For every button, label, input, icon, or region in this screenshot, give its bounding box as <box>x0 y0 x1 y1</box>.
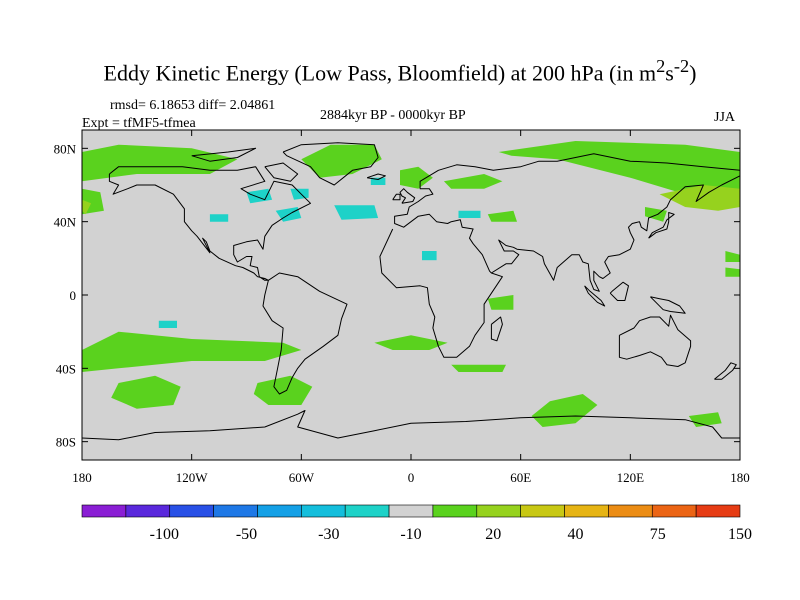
colorbar-box <box>388 504 434 518</box>
anomaly-region-europe-green <box>400 166 433 189</box>
coastline-sumatra <box>584 285 606 307</box>
experiment-label: Expt = tfMF5-tfmea <box>82 116 196 131</box>
colorbar-label: -10 <box>400 526 421 543</box>
y-tick-label: 80N <box>54 141 77 156</box>
coastline-arctic-islands <box>191 147 257 162</box>
x-tick-label: 120E <box>617 470 645 485</box>
x-tick-label: 180 <box>72 470 92 485</box>
colorbar-label: -30 <box>318 526 339 543</box>
coastline-new-guinea <box>650 296 686 314</box>
colorbar-box <box>476 504 521 518</box>
y-tick-label: 0 <box>70 288 77 303</box>
anomaly-region-atlantic-teal <box>334 205 379 220</box>
coastline-ireland <box>392 193 401 201</box>
coastline-south-america <box>262 272 348 395</box>
anomaly-region-arctic-eurasia-band <box>498 141 740 200</box>
x-tick-label: 60E <box>510 470 531 485</box>
coastline-baffin <box>264 162 299 182</box>
anomaly-region-patagonia-green <box>253 375 313 405</box>
anomaly-region-pacific-east-green-2 <box>725 267 740 277</box>
coastline-great-britain <box>399 188 416 204</box>
colorbar-box <box>520 504 565 518</box>
period-label: 2884kyr BP - 0000kyr BP <box>320 108 466 123</box>
coastline-greenland <box>282 142 379 186</box>
colorbar-box <box>695 504 741 518</box>
anomaly-region-greenland-green <box>301 144 382 178</box>
colorbar-box <box>125 504 171 518</box>
coastline-asia-east <box>491 175 740 292</box>
anomaly-region-pacific-east-green <box>725 251 740 262</box>
colorbar-box <box>169 504 214 518</box>
coastline-new-zealand <box>714 362 737 380</box>
colorbar-label: 75 <box>650 526 666 543</box>
coastline-australia <box>618 314 692 367</box>
axis-ticks: 180 120W 60W 0 60E 120E 180 80N 40N 0 40S 80S <box>54 130 750 485</box>
colorbar-box <box>564 504 609 518</box>
anomaly-region-north-pacific-band <box>82 144 238 182</box>
colorbar-box <box>608 504 653 518</box>
colorbar-label: 40 <box>568 526 584 543</box>
y-tick-label: 80S <box>56 435 76 450</box>
coastline-japan <box>648 212 675 239</box>
coastline-iceland <box>366 173 386 180</box>
coastlines <box>82 142 740 441</box>
anomaly-region-south-atlantic-green <box>374 335 448 350</box>
colorbar-box <box>301 504 346 518</box>
x-tick-label: 0 <box>408 470 415 485</box>
stats-label: rmsd= 6.18653 diff= 2.04861 <box>110 98 276 113</box>
colorbar-label: 150 <box>728 526 752 543</box>
chart-title: Eddy Kinetic Energy (Low Pass, Bloomfiel… <box>103 56 697 86</box>
colorbar-box <box>432 504 478 518</box>
anomaly-region-north-pacific-yellow <box>82 199 92 215</box>
anomaly-region-iceland-teal <box>370 177 386 185</box>
anomaly-region-us-teal <box>209 214 229 222</box>
y-tick-label: 40N <box>54 215 77 230</box>
anomaly-region-central-asia-green <box>487 210 517 222</box>
anomaly-region-scandinavia-green <box>443 174 503 189</box>
colorbar-box <box>651 504 697 518</box>
coastline-north-america <box>108 166 311 281</box>
colorbar-box <box>213 504 258 518</box>
colorbar-label: -50 <box>236 526 257 543</box>
colorbar-label: 20 <box>485 526 501 543</box>
anomaly-region-kamchatka-green-lobe <box>645 207 667 222</box>
x-tick-label: 120W <box>176 470 209 485</box>
colorbar-label: -100 <box>150 526 179 543</box>
colorbar-box <box>257 504 302 518</box>
coastline-antarctica <box>82 410 740 441</box>
anomaly-region-south-pacific-blob <box>111 375 181 409</box>
anomaly-region-black-sea-teal <box>458 210 481 218</box>
anomaly-region-south-africa-green <box>451 364 506 372</box>
colorbar: -100 -50 -30 -10 20 40 75 150 <box>81 504 752 543</box>
anomaly-region-south-pacific-band <box>82 331 302 372</box>
colorbar-box <box>344 504 390 518</box>
x-tick-label: 60W <box>289 470 315 485</box>
colorbar-box <box>81 504 127 518</box>
x-tick-label: 180 <box>730 470 750 485</box>
coastline-madagascar <box>490 316 503 342</box>
anomaly-region-east-africa-green <box>487 295 514 310</box>
map-plot-area <box>82 130 740 460</box>
anomaly-region-hudson-teal <box>246 188 273 204</box>
anomaly-region-south-indian-green <box>531 394 598 427</box>
season-label: JJA <box>714 110 736 125</box>
y-tick-label: 40S <box>56 361 76 376</box>
coastline-borneo <box>609 281 629 301</box>
anomaly-region-sahara-teal <box>422 251 437 261</box>
coastline-afro-eurasia <box>379 153 740 358</box>
anomaly-region-south-pacific-teal <box>158 320 177 328</box>
